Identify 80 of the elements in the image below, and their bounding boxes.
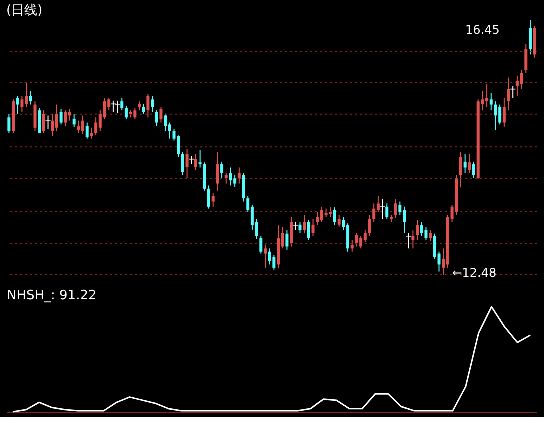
candlestick [312,218,315,237]
candlestick [329,207,332,218]
candlestick [29,90,32,106]
candlestick [216,152,220,192]
candlestick [55,104,58,132]
candlestick [490,92,493,112]
candlestick [268,248,272,266]
candlestick [124,106,128,120]
candlestick [416,220,420,241]
candlestick [468,154,472,174]
candlestick [464,154,467,174]
candlestick [42,110,46,134]
candlestick [220,161,224,179]
candlestick [60,108,63,126]
candlestick [316,212,320,226]
candlestick [507,77,510,112]
candlestick [386,203,389,220]
candlestick [146,94,150,118]
annotation: ←12.48 [452,266,497,280]
candlestick [77,120,80,134]
chart-title: NHSH_: 91.22 [7,288,97,304]
candlestick [86,122,89,140]
candlestick [472,161,476,179]
candlestick [520,70,524,90]
candlestick [160,106,163,124]
candlestick [72,114,76,128]
candlestick [242,173,246,202]
candlestick [142,104,146,115]
candlestick [350,240,354,252]
candlestick [394,198,398,219]
chart-title: (日线) [6,4,43,18]
candlestick [68,108,72,122]
candlestick [429,230,432,242]
candlestick [94,117,98,136]
candlestick [298,222,302,234]
candlestick [303,214,306,234]
candlestick [424,226,428,241]
candlestick [333,207,336,226]
candlestick [51,114,54,137]
annotation: 16.45 [466,23,500,37]
candlestick [364,230,367,243]
candlestick [260,236,263,254]
candlestick [8,114,11,134]
candlestick [198,150,202,168]
candlestick [151,96,154,113]
candlestick [181,152,184,176]
candlestick [64,110,68,126]
candlestick [34,101,37,132]
candlestick [212,192,215,208]
candlestick [194,154,198,171]
candlestick [186,148,189,179]
candlestick [208,185,211,210]
candlestick [90,127,94,140]
candlestick [177,135,180,158]
candlestick [494,101,498,131]
candlestick [368,214,372,237]
candlestick [238,167,241,184]
candlestick [164,113,168,132]
candlestick [412,230,415,250]
candlestick [264,244,267,268]
candlestick [355,232,358,248]
candlestick [16,96,20,115]
candlestick [528,20,532,56]
candlestick [286,230,289,250]
candlestick [229,167,232,186]
candlestick [20,96,24,113]
candlestick [338,214,341,228]
candlestick [524,44,528,74]
candlestick [120,98,124,112]
candlestick [502,98,506,128]
candlestick [155,110,158,126]
candlestick [420,222,424,237]
candlestick [134,107,137,120]
candlestick [38,107,42,134]
candlestick [272,254,276,270]
candlestick [307,220,310,241]
candlestick [372,203,376,223]
candlestick [459,152,462,188]
candlestick [224,173,228,184]
candlestick [290,216,294,248]
